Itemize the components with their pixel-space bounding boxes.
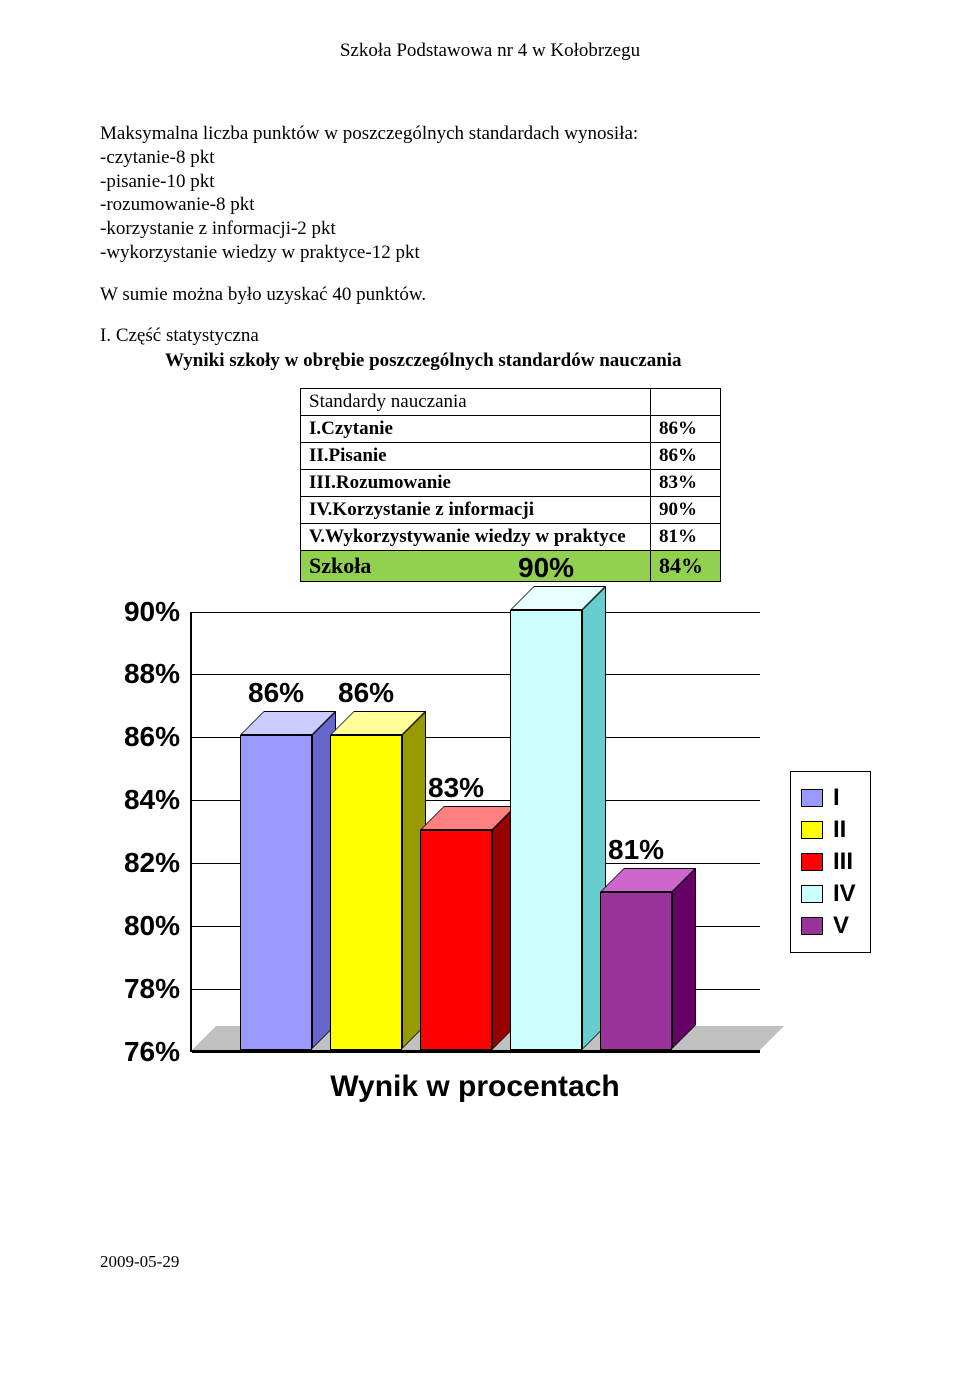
bar-value-label: 90% [518,552,574,584]
intro-line-4: -wykorzystanie wiedzy w praktyce-12 pkt [100,242,420,263]
x-axis-title: Wynik w procentach [190,1062,760,1112]
legend-row: IV [801,880,856,908]
chart-bar [240,711,336,1049]
table-row: V.Wykorzystywanie wiedzy w praktyce81% [301,523,721,550]
bar-value-label: 83% [428,772,484,804]
row-val: 90% [651,496,721,523]
y-tick-label: 80% [124,910,180,942]
chart-bar [420,806,516,1050]
intro-line-1: -pisanie-10 pkt [100,171,215,192]
table-row: IV.Korzystanie z informacji90% [301,496,721,523]
y-axis: 76%78%80%82%84%86%88%90% [100,612,190,1052]
row-val: 86% [651,415,721,442]
row-label: III.Rozumowanie [301,469,651,496]
y-tick-label: 90% [124,596,180,628]
section-number: I. Część statystyczna [100,325,259,346]
row-val: 86% [651,442,721,469]
total-label: Szkoła [301,550,651,581]
y-tick-label: 82% [124,847,180,879]
legend-swatch [801,789,823,807]
intro-line-3: -korzystanie z informacji-2 pkt [100,218,336,239]
table-header-empty [651,388,721,415]
table-row: II.Pisanie86% [301,442,721,469]
bar-chart: 76%78%80%82%84%86%88%90% 86%86%83%90%81%… [100,612,880,1112]
chart-bar [600,868,696,1049]
y-tick-label: 88% [124,658,180,690]
page-header: Szkoła Podstawowa nr 4 w Kołobrzegu [100,40,880,62]
legend-swatch [801,821,823,839]
legend-label: I [833,784,840,812]
legend-row: II [801,816,856,844]
bar-value-label: 81% [608,834,664,866]
row-val: 81% [651,523,721,550]
chart-bar [510,586,606,1050]
row-label: II.Pisanie [301,442,651,469]
row-label: I.Czytanie [301,415,651,442]
section-title: I. Część statystyczna Wyniki szkoły w ob… [100,324,880,373]
chart-legend: IIIIIIIVV [790,771,871,953]
table-header: Standardy nauczania [301,388,651,415]
section-subtitle: Wyniki szkoły w obrębie poszczególnych s… [165,350,682,371]
legend-label: V [833,912,849,940]
legend-row: I [801,784,856,812]
plot-area: 86%86%83%90%81% [190,612,760,1052]
chart-bar [330,711,426,1049]
table-row: III.Rozumowanie83% [301,469,721,496]
bar-value-label: 86% [338,677,394,709]
legend-row: V [801,912,856,940]
legend-swatch [801,917,823,935]
y-tick-label: 78% [124,973,180,1005]
legend-swatch [801,885,823,903]
intro-sum: W sumie można było uzyskać 40 punktów. [100,283,880,307]
row-val: 83% [651,469,721,496]
intro-lead: Maksymalna liczba punktów w poszczególny… [100,123,638,144]
intro-paragraph: Maksymalna liczba punktów w poszczególny… [100,122,880,265]
legend-label: III [833,848,853,876]
intro-line-2: -rozumowanie-8 pkt [100,194,255,215]
footer-date: 2009-05-29 [100,1252,880,1272]
legend-swatch [801,853,823,871]
row-label: V.Wykorzystywanie wiedzy w praktyce [301,523,651,550]
standards-table: Standardy nauczania I.Czytanie86% II.Pis… [300,388,721,582]
y-tick-label: 84% [124,784,180,816]
table-row: I.Czytanie86% [301,415,721,442]
legend-label: II [833,816,846,844]
table-total-row: Szkoła84% [301,550,721,581]
total-val: 84% [651,550,721,581]
intro-line-0: -czytanie-8 pkt [100,147,214,168]
row-label: IV.Korzystanie z informacji [301,496,651,523]
y-tick-label: 86% [124,721,180,753]
legend-row: III [801,848,856,876]
y-tick-label: 76% [124,1036,180,1068]
legend-label: IV [833,880,856,908]
bar-value-label: 86% [248,677,304,709]
